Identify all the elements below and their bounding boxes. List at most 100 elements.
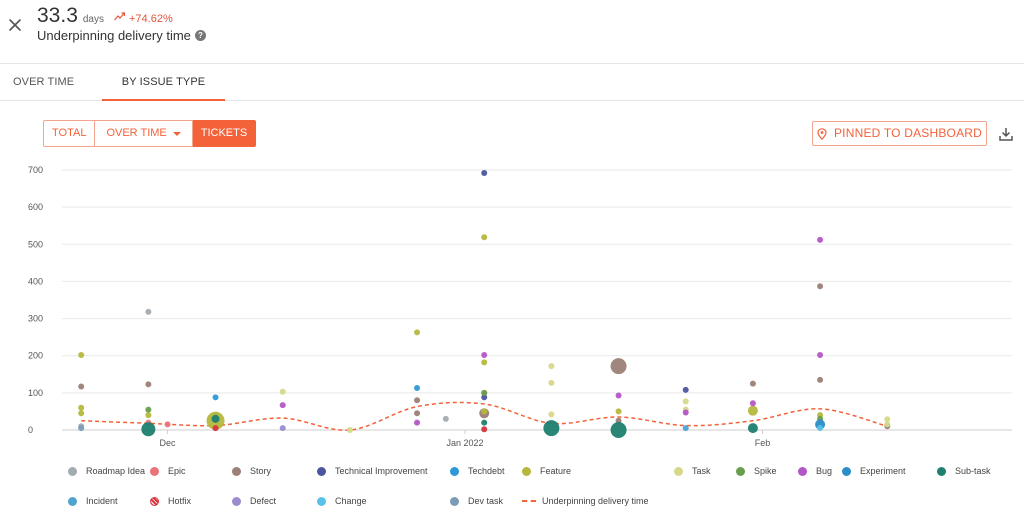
- legend-item-incident[interactable]: Incident: [68, 494, 118, 508]
- y-tick-label: 400: [28, 276, 43, 286]
- point-task[interactable]: [682, 398, 689, 405]
- point-sub-task[interactable]: [211, 414, 220, 423]
- point-feature[interactable]: [747, 405, 758, 416]
- point-techdebt[interactable]: [212, 394, 219, 401]
- point-task[interactable]: [548, 411, 555, 418]
- point-task[interactable]: [884, 421, 891, 428]
- point-incident[interactable]: [682, 425, 689, 432]
- legend-dot-icon: [232, 496, 241, 506]
- point-technical-improvement[interactable]: [481, 394, 488, 401]
- point-story[interactable]: [414, 410, 421, 417]
- point-task[interactable]: [548, 379, 555, 386]
- legend-item-sub-task[interactable]: Sub-task: [937, 464, 991, 478]
- pinned-to-dashboard-button[interactable]: PINNED TO DASHBOARD: [812, 121, 987, 146]
- point-story[interactable]: [414, 397, 421, 404]
- close-icon[interactable]: [6, 16, 24, 34]
- legend-label: Spike: [754, 466, 777, 476]
- point-task[interactable]: [279, 388, 286, 395]
- point-feature[interactable]: [78, 410, 85, 417]
- point-story[interactable]: [610, 358, 627, 375]
- point-bug[interactable]: [615, 392, 622, 399]
- point-sub-task[interactable]: [481, 419, 488, 426]
- legend-item-change[interactable]: Change: [317, 494, 367, 508]
- point-story[interactable]: [78, 383, 85, 390]
- legend-item-story[interactable]: Story: [232, 464, 271, 478]
- point-feature[interactable]: [145, 412, 152, 419]
- legend-dot-icon: [450, 466, 459, 476]
- point-feature[interactable]: [78, 351, 85, 358]
- point-task[interactable]: [884, 416, 891, 423]
- total-button[interactable]: TOTAL: [43, 120, 96, 147]
- legend-item-spike[interactable]: Spike: [736, 464, 777, 478]
- point-story[interactable]: [817, 376, 824, 383]
- point-feature[interactable]: [481, 359, 488, 366]
- download-icon[interactable]: [998, 126, 1014, 142]
- point-spike[interactable]: [145, 406, 152, 413]
- point-story[interactable]: [145, 381, 152, 388]
- legend-dot-icon: [842, 466, 851, 476]
- dashed-line-icon: [522, 500, 536, 502]
- point-bug[interactable]: [749, 400, 756, 407]
- metric-change: +74.62%: [129, 13, 173, 25]
- point-bug[interactable]: [817, 351, 824, 358]
- point-hotfix[interactable]: [481, 426, 488, 433]
- point-roadmap-idea[interactable]: [145, 308, 152, 315]
- point-task[interactable]: [548, 363, 555, 370]
- point-spike[interactable]: [481, 389, 488, 396]
- point-dev-task[interactable]: [78, 425, 85, 432]
- point-bug[interactable]: [414, 419, 421, 426]
- legend-item-roadmap-idea[interactable]: Roadmap Idea: [68, 464, 145, 478]
- point-feature[interactable]: [481, 234, 488, 241]
- help-icon[interactable]: ?: [194, 30, 206, 41]
- point-roadmap-idea[interactable]: [442, 415, 449, 422]
- y-tick-label: 0: [28, 425, 33, 435]
- point-sub-task[interactable]: [141, 422, 156, 437]
- point-techdebt[interactable]: [414, 385, 421, 392]
- point-bug[interactable]: [682, 409, 689, 416]
- tickets-button[interactable]: TICKETS: [192, 120, 257, 147]
- point-technical-improvement[interactable]: [481, 169, 488, 176]
- legend-item-technical-improvement[interactable]: Technical Improvement: [317, 464, 428, 478]
- point-feature[interactable]: [78, 404, 85, 411]
- tab-by-issue-type[interactable]: BY ISSUE TYPE: [102, 63, 225, 101]
- point-feature[interactable]: [414, 329, 421, 336]
- legend-item-underpinning-delivery-time[interactable]: Underpinning delivery time: [522, 494, 649, 508]
- point-feature[interactable]: [615, 408, 622, 415]
- legend-dot-icon: [522, 466, 531, 476]
- point-bug[interactable]: [817, 236, 824, 243]
- point-change[interactable]: [817, 425, 824, 432]
- point-sub-task[interactable]: [747, 423, 758, 434]
- legend-dot-icon: [450, 496, 459, 506]
- legend-item-defect[interactable]: Defect: [232, 494, 276, 508]
- point-feature[interactable]: [481, 408, 488, 415]
- tab-over-time[interactable]: OVER TIME: [13, 76, 75, 88]
- point-sub-task[interactable]: [543, 420, 560, 437]
- legend-item-hotfix[interactable]: Hotfix: [150, 494, 191, 508]
- point-story[interactable]: [749, 380, 756, 387]
- legend-label: Feature: [540, 466, 572, 476]
- legend-label: Sub-task: [955, 466, 991, 476]
- legend-item-dev-task[interactable]: Dev task: [450, 494, 503, 508]
- point-story[interactable]: [817, 283, 824, 290]
- point-sub-task[interactable]: [610, 422, 627, 438]
- metric-title: Underpinning delivery time: [37, 28, 191, 43]
- point-bug[interactable]: [279, 402, 286, 409]
- legend-label: Epic: [168, 466, 186, 476]
- over-time-dropdown[interactable]: OVER TIME: [95, 120, 193, 147]
- legend-item-task[interactable]: Task: [674, 464, 711, 478]
- point-hotfix[interactable]: [212, 425, 219, 432]
- point-task[interactable]: [346, 427, 353, 433]
- legend-item-experiment[interactable]: Experiment: [842, 464, 906, 478]
- legend-item-epic[interactable]: Epic: [150, 464, 186, 478]
- legend-item-feature[interactable]: Feature: [522, 464, 571, 478]
- legend-item-bug[interactable]: Bug: [798, 464, 832, 478]
- x-tick-label: Dec: [160, 438, 177, 448]
- legend-dot-icon: [150, 466, 159, 476]
- legend-item-techdebt[interactable]: Techdebt: [450, 464, 505, 478]
- legend-dot-icon: [317, 496, 326, 506]
- point-epic[interactable]: [164, 421, 171, 428]
- point-bug[interactable]: [481, 351, 488, 358]
- point-defect[interactable]: [279, 425, 286, 432]
- point-technical-improvement[interactable]: [682, 386, 689, 393]
- view-tabs: OVER TIME BY ISSUE TYPE: [0, 63, 1024, 101]
